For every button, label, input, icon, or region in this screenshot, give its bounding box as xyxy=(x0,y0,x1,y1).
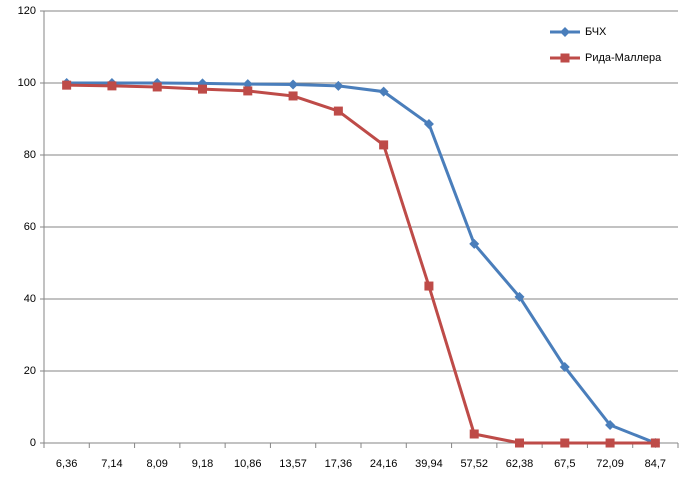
data-point xyxy=(62,80,72,90)
x-tick-label: 24,16 xyxy=(370,458,398,470)
legend-marker xyxy=(560,53,570,63)
data-point xyxy=(379,140,389,150)
data-point xyxy=(333,80,344,91)
x-tick-label: 7,14 xyxy=(101,458,122,470)
data-point xyxy=(333,106,343,116)
data-point xyxy=(423,119,434,130)
y-tick-label: 120 xyxy=(18,5,36,17)
x-tick-label: 57,52 xyxy=(460,458,488,470)
data-point xyxy=(469,238,480,249)
y-tick-label: 100 xyxy=(18,77,36,89)
data-point xyxy=(560,438,570,448)
data-point xyxy=(605,420,616,430)
data-point xyxy=(107,81,117,91)
legend-label: БЧХ xyxy=(585,26,607,38)
legend-label: Рида-Маллера xyxy=(585,52,662,64)
x-tick-label: 9,18 xyxy=(192,458,213,470)
x-tick-label: 10,86 xyxy=(234,458,262,470)
x-tick-label: 62,38 xyxy=(506,458,534,470)
legend-marker xyxy=(560,27,570,37)
x-tick-label: 39,94 xyxy=(415,458,443,470)
data-point xyxy=(469,429,479,439)
data-point xyxy=(605,438,615,448)
x-tick-label: 17,36 xyxy=(325,458,353,470)
data-point xyxy=(198,84,207,94)
x-tick-label: 84,7 xyxy=(645,458,666,470)
data-point xyxy=(288,79,299,90)
series-line xyxy=(66,83,656,445)
y-tick-label: 40 xyxy=(24,293,36,305)
series-line xyxy=(66,81,656,445)
data-point xyxy=(650,438,660,448)
data-point xyxy=(424,281,434,291)
data-point xyxy=(559,362,570,373)
x-tick-label: 6,36 xyxy=(56,458,77,470)
x-tick-label: 8,09 xyxy=(147,458,168,470)
data-point xyxy=(243,86,253,96)
data-point xyxy=(514,291,525,302)
data-point xyxy=(288,91,298,101)
y-tick-label: 60 xyxy=(24,221,36,233)
y-tick-label: 0 xyxy=(30,437,36,449)
data-point xyxy=(378,86,389,97)
x-tick-label: 72,09 xyxy=(596,458,624,470)
y-tick-label: 80 xyxy=(24,149,36,161)
y-tick-label: 20 xyxy=(24,365,36,377)
data-point xyxy=(152,82,162,92)
x-tick-label: 67,5 xyxy=(554,458,575,470)
data-point xyxy=(515,438,524,448)
x-tick-label: 13,57 xyxy=(279,458,307,470)
